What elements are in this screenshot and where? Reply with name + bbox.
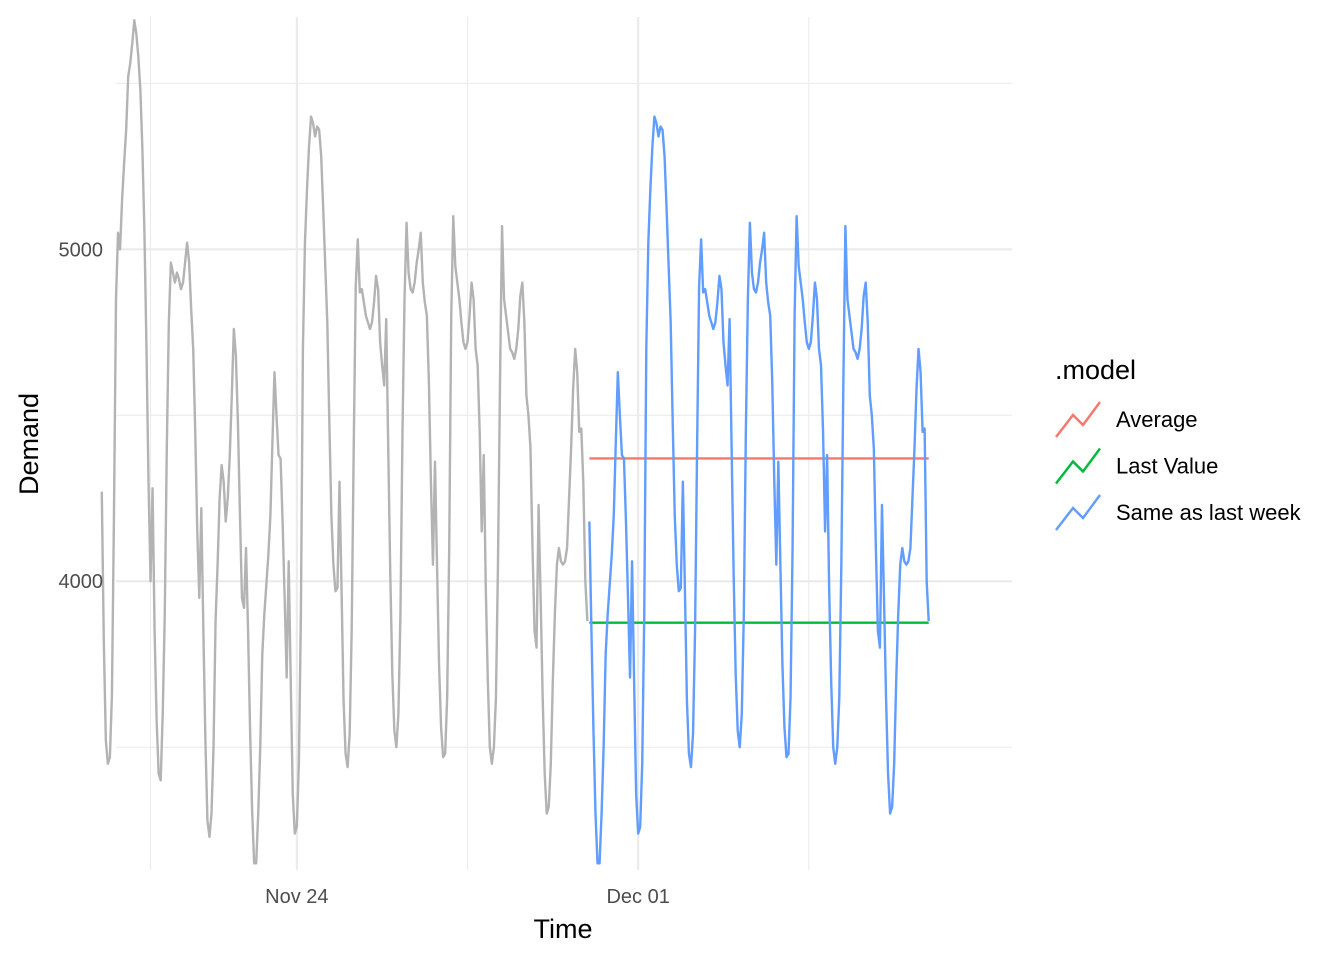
series-line-same-as-last-week: [588, 115, 930, 865]
x-axis-title: Time: [534, 914, 593, 944]
y-tick-label: 5000: [59, 239, 104, 261]
legend: .model Average Last Value Same as last wee…: [1055, 355, 1302, 531]
y-axis-title: Demand: [14, 393, 44, 495]
legend-entries: Average Last Value Same as last week: [1055, 401, 1302, 531]
legend-entry: Same as last week: [1055, 494, 1302, 531]
y-axis-tick-labels: 4000 5000: [59, 239, 104, 593]
minor-gridlines: [116, 17, 1012, 870]
x-axis-tick-labels: Nov 24 Dec 01: [265, 886, 670, 908]
legend-key-icon: [1055, 401, 1101, 438]
legend-entry: Average: [1055, 401, 1198, 438]
x-tick-label: Nov 24: [265, 886, 328, 908]
legend-key-icon: [1055, 494, 1101, 531]
legend-label: Same as last week: [1116, 500, 1302, 525]
y-tick-label: 4000: [59, 571, 104, 593]
legend-key-icon: [1055, 447, 1101, 485]
legend-title: .model: [1055, 355, 1136, 385]
series-lines: [100, 19, 930, 865]
series-line-history: [100, 19, 589, 865]
legend-entry: Last Value: [1055, 447, 1218, 485]
legend-label: Average: [1116, 407, 1198, 432]
x-tick-label: Dec 01: [606, 886, 669, 908]
major-gridlines: [116, 17, 1012, 870]
legend-label: Last Value: [1116, 454, 1218, 479]
